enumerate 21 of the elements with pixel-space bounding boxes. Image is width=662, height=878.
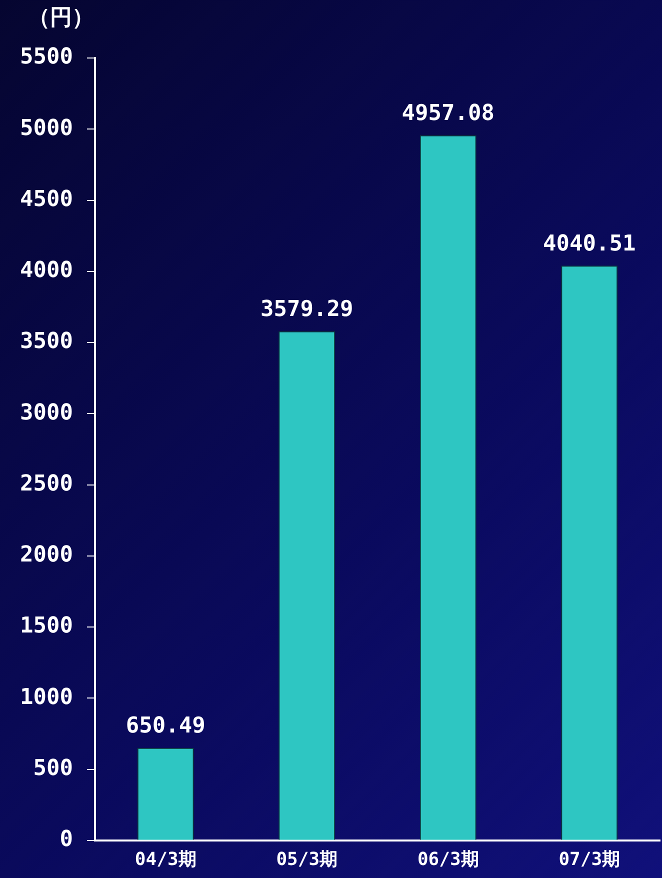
data-label: 650.49: [126, 714, 206, 739]
y-tick-label: 1000: [20, 684, 73, 710]
y-tick-label: 2500: [20, 471, 73, 496]
x-tick-label: 04/3期: [134, 848, 196, 870]
y-tick-label: 3500: [20, 329, 73, 354]
y-tick-label: 5500: [20, 44, 73, 70]
y-tick-label: 2000: [20, 542, 73, 568]
data-label: 4040.51: [543, 231, 636, 256]
x-tick-label: 07/3期: [558, 848, 620, 870]
x-tick-label: 05/3期: [276, 848, 338, 870]
y-tick-label: 4000: [20, 258, 73, 284]
y-tick-label: 0: [60, 827, 73, 852]
y-tick-label: 3000: [20, 400, 73, 426]
y-tick-label: 5000: [20, 116, 73, 141]
y-tick-label: 1500: [20, 614, 73, 639]
x-tick-label: 06/3期: [417, 848, 479, 870]
data-label: 3579.29: [260, 296, 354, 322]
y-tick-label: 4500: [20, 186, 73, 212]
y-axis-title: （円）: [28, 6, 94, 31]
y-tick-label: 500: [33, 756, 73, 781]
data-label: 4957.08: [402, 100, 494, 126]
